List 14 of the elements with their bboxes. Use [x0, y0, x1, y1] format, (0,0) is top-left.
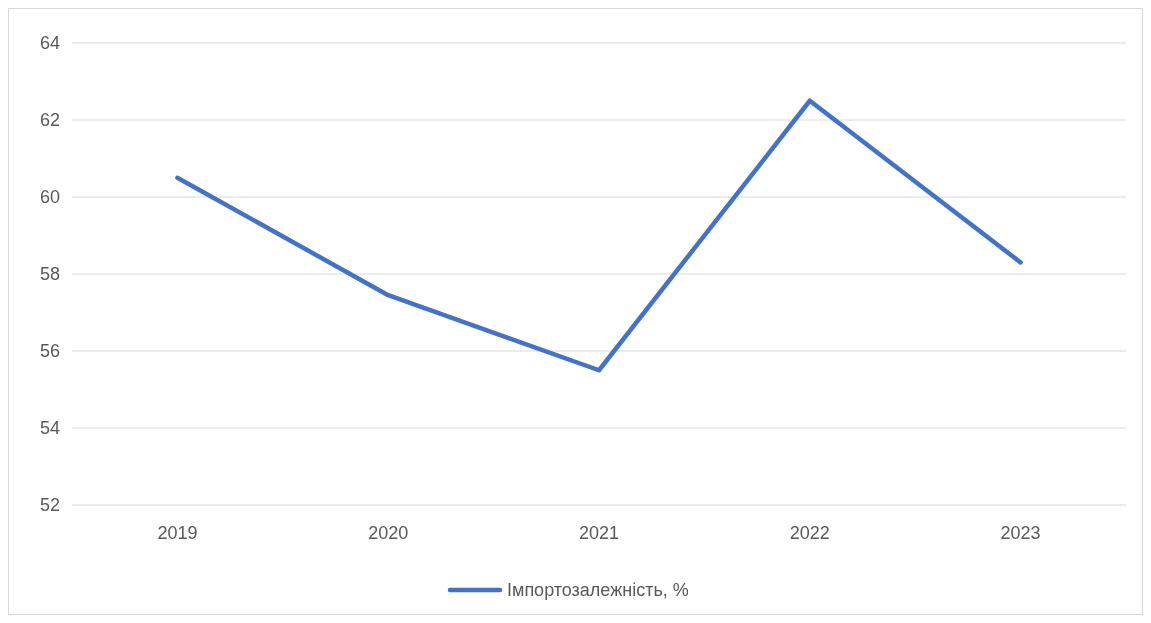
y-tick-label: 56 — [39, 341, 60, 362]
y-tick-label: 64 — [39, 33, 60, 54]
y-tick-label: 52 — [39, 495, 60, 516]
x-tick-label: 2019 — [157, 523, 198, 543]
x-tick-label: 2023 — [1000, 523, 1041, 543]
legend-label: Імпортозалежність, % — [507, 580, 689, 601]
x-tick-label: 2022 — [789, 523, 830, 543]
y-tick-label: 62 — [39, 110, 60, 131]
y-tick-label: 54 — [39, 418, 60, 439]
y-tick-label: 60 — [39, 187, 60, 208]
y-tick-label: 58 — [39, 264, 60, 285]
line-series — [175, 98, 1023, 373]
x-tick-label: 2020 — [368, 523, 409, 543]
x-tick-label: 2021 — [578, 523, 620, 543]
